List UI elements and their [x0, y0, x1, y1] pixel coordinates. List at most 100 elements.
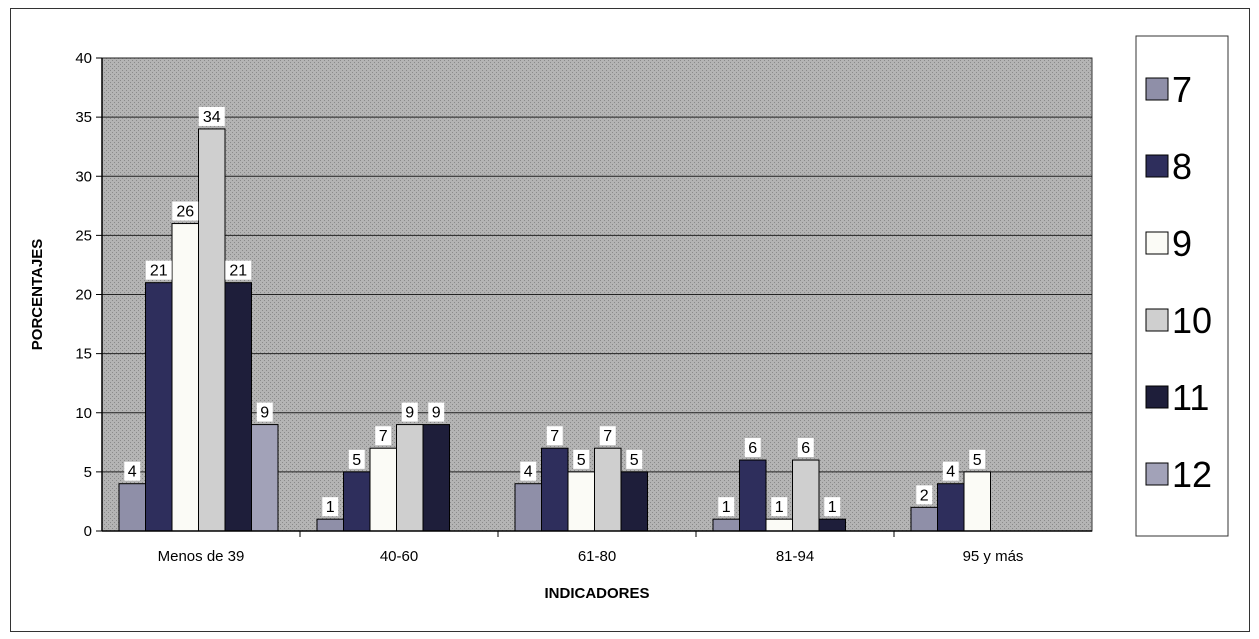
bar: [712, 518, 740, 532]
legend-swatch: [1145, 462, 1169, 486]
legend-label: 8: [1172, 146, 1192, 187]
legend-swatch: [1145, 77, 1169, 101]
legend-label: 11: [1172, 377, 1209, 418]
bars: [118, 128, 991, 532]
y-tick-label: 20: [75, 287, 92, 304]
data-label: 6: [748, 440, 757, 457]
data-label-bg: [626, 449, 643, 469]
data-label: 5: [973, 452, 982, 469]
x-tick-label: 40-60: [380, 548, 418, 565]
y-tick-label: 40: [75, 50, 92, 67]
data-label: 21: [229, 263, 247, 280]
y-tick-label: 0: [84, 523, 92, 540]
data-label: 1: [775, 499, 784, 516]
bar: [316, 518, 344, 532]
data-label: 6: [801, 440, 810, 457]
bar: [396, 424, 424, 532]
data-label: 9: [405, 405, 414, 422]
bar: [818, 518, 846, 532]
data-label-bg: [824, 497, 841, 517]
y-tick-label: 10: [75, 405, 92, 422]
legend-label: 7: [1172, 69, 1192, 110]
data-label-bg: [744, 438, 761, 458]
legend-items: 7 8 9 10 11 12: [1145, 69, 1212, 495]
bar: [541, 447, 569, 532]
data-label-bg: [225, 260, 252, 280]
bar: [620, 471, 648, 532]
bar: [251, 424, 279, 532]
x-axis-title: INDICADORES: [544, 585, 649, 602]
data-label: 7: [550, 428, 559, 445]
bar: [118, 483, 146, 532]
data-label: 1: [828, 499, 837, 516]
data-label-bg: [797, 438, 814, 458]
y-tick-label: 5: [84, 464, 92, 481]
data-label-bg: [546, 426, 563, 446]
data-label: 5: [630, 452, 639, 469]
data-label-bg: [124, 461, 141, 481]
legend-label: 12: [1172, 454, 1212, 495]
bar: [224, 282, 252, 532]
legend-swatch: [1145, 231, 1169, 255]
data-label-bg: [599, 426, 616, 446]
bar: [422, 424, 450, 532]
data-label: 4: [128, 464, 137, 481]
legend-label: 10: [1172, 300, 1212, 341]
data-label-bg: [942, 461, 959, 481]
bar: [198, 128, 226, 532]
data-label: 21: [150, 263, 168, 280]
bar: [739, 459, 767, 532]
data-label: 34: [203, 109, 221, 126]
data-label: 9: [260, 405, 269, 422]
data-label: 7: [603, 428, 612, 445]
legend-swatch: [1145, 385, 1169, 409]
data-label-bg: [145, 260, 172, 280]
data-label-bg: [718, 497, 735, 517]
x-tick-label: 61-80: [578, 548, 616, 565]
data-label-bg: [322, 497, 339, 517]
data-label-bg: [916, 485, 933, 505]
data-label-bg: [401, 402, 418, 422]
data-label: 1: [326, 499, 335, 516]
data-label: 5: [577, 452, 586, 469]
bar: [594, 447, 622, 532]
data-label: 4: [946, 464, 955, 481]
data-label-bg: [428, 402, 445, 422]
data-label-bg: [375, 426, 392, 446]
data-label-bg: [172, 201, 199, 221]
bar: [145, 282, 173, 532]
data-label: 7: [379, 428, 388, 445]
data-label-bg: [573, 449, 590, 469]
bar: [343, 471, 371, 532]
y-tick-label: 25: [75, 227, 92, 244]
y-tick-label: 35: [75, 109, 92, 126]
x-tick-label: 95 y más: [963, 548, 1024, 565]
bar: [171, 223, 199, 532]
bar: [963, 471, 991, 532]
y-axis-title: PORCENTAJES: [29, 239, 46, 350]
data-label: 5: [352, 452, 361, 469]
x-tick-label: 81-94: [776, 548, 814, 565]
legend-swatch: [1145, 308, 1169, 332]
bar: [369, 447, 397, 532]
data-label: 26: [176, 204, 194, 221]
x-tick-label: Menos de 39: [158, 548, 245, 565]
data-label: 9: [432, 405, 441, 422]
data-label-bg: [348, 449, 365, 469]
bar: [567, 471, 595, 532]
data-label-bg: [520, 461, 537, 481]
legend-swatch: [1145, 154, 1169, 178]
data-label-bg: [969, 449, 986, 469]
y-tick-label: 15: [75, 346, 92, 363]
data-label: 4: [524, 464, 533, 481]
data-label: 2: [920, 487, 929, 504]
bar: [792, 459, 820, 532]
data-label: 1: [722, 499, 731, 516]
y-tick-label: 30: [75, 168, 92, 185]
bar: [910, 506, 938, 532]
data-label-bg: [771, 497, 788, 517]
legend-label: 9: [1172, 223, 1192, 264]
